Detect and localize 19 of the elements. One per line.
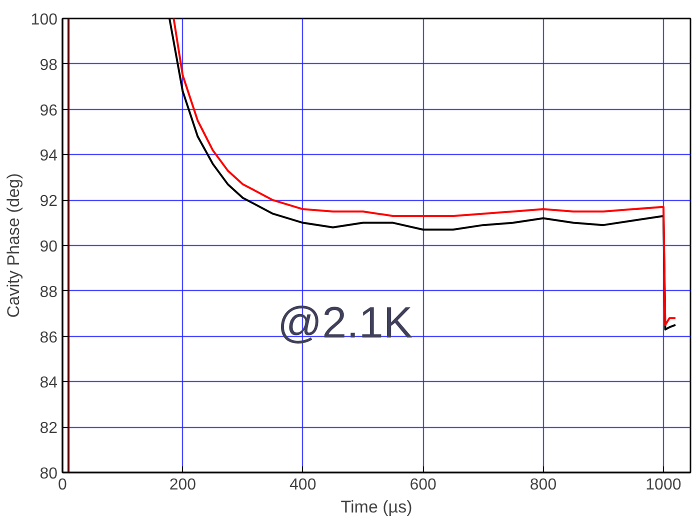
y-tick-label: 96: [40, 102, 58, 120]
y-tick-label: 88: [40, 284, 58, 301]
y-tick-label: 84: [40, 374, 58, 392]
y-tick-label: 90: [40, 238, 58, 256]
y-tick-label: 80: [40, 466, 58, 482]
y-tick-label: 86: [40, 329, 58, 346]
y-tick-label: 92: [40, 193, 58, 210]
x-tick-label: 1000: [646, 476, 682, 494]
x-tick-label: 400: [290, 476, 316, 494]
y-tick-label: 100: [30, 12, 58, 28]
x-tick-label: 800: [530, 476, 557, 494]
x-axis-title: Time (µs): [340, 498, 412, 516]
y-tick-label: 94: [40, 148, 58, 165]
y-tick-label: 82: [40, 420, 58, 438]
y-tick-label: 98: [40, 56, 58, 74]
x-tick-label: 200: [169, 476, 196, 494]
y-axis-title: Cavity Phase (deg): [4, 173, 23, 318]
x-tick-label: 0: [58, 476, 68, 494]
x-tick-label: 600: [410, 476, 437, 494]
